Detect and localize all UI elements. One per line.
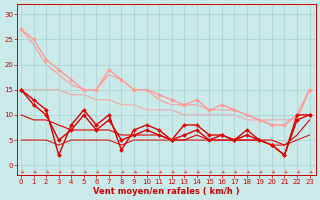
X-axis label: Vent moyen/en rafales ( km/h ): Vent moyen/en rafales ( km/h ) <box>93 187 240 196</box>
